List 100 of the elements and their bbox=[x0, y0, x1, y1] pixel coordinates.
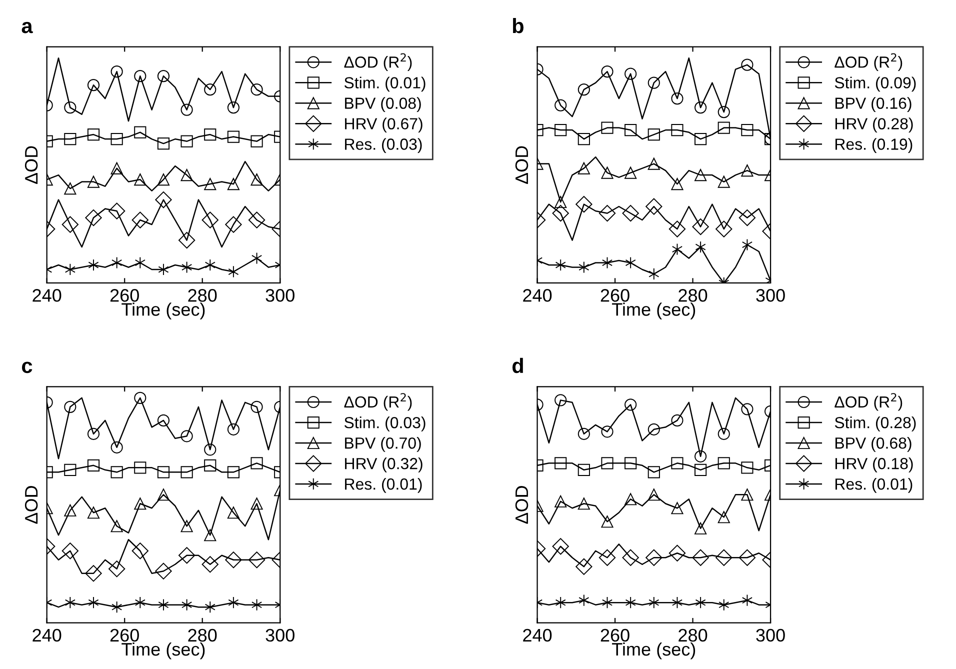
point bbox=[62, 542, 79, 560]
legend-label: Res. (0.01) bbox=[345, 478, 422, 493]
point bbox=[578, 428, 590, 440]
point bbox=[251, 252, 262, 264]
point bbox=[668, 220, 686, 238]
point bbox=[204, 601, 216, 614]
point bbox=[64, 596, 76, 609]
point bbox=[741, 462, 754, 474]
point bbox=[225, 216, 242, 233]
point bbox=[646, 198, 662, 215]
point bbox=[134, 392, 146, 404]
point bbox=[132, 542, 148, 560]
y-axis-title: ΔOD bbox=[24, 486, 38, 524]
point bbox=[134, 70, 146, 82]
point bbox=[695, 240, 706, 254]
point bbox=[552, 538, 569, 555]
point bbox=[178, 547, 196, 564]
chart-title: d bbox=[512, 358, 523, 374]
point bbox=[578, 594, 590, 606]
point bbox=[112, 601, 122, 614]
legend-label: HRV (0.32) bbox=[345, 458, 422, 472]
point bbox=[64, 464, 76, 476]
point bbox=[694, 133, 707, 146]
point bbox=[250, 457, 263, 470]
point bbox=[204, 529, 216, 542]
point bbox=[85, 565, 102, 582]
point bbox=[157, 70, 170, 82]
point bbox=[601, 457, 614, 470]
point bbox=[625, 256, 636, 269]
point bbox=[204, 444, 216, 456]
point bbox=[742, 594, 753, 606]
point bbox=[204, 128, 216, 141]
legend-label: BPV (0.16) bbox=[835, 97, 912, 112]
legend-label: Res. (0.01) bbox=[835, 478, 912, 493]
point bbox=[718, 511, 730, 524]
point bbox=[180, 135, 193, 148]
point bbox=[134, 173, 146, 186]
legend-label: ΔOD (R$^{2}$) bbox=[344, 393, 412, 411]
y-axis-title: ΔOD bbox=[515, 486, 528, 524]
legend-label: Res. (0.19) bbox=[835, 138, 912, 154]
legend-label: Stim. (0.03) bbox=[344, 416, 426, 432]
point bbox=[87, 459, 100, 472]
point bbox=[648, 466, 660, 478]
legend-label: BPV (0.08) bbox=[345, 97, 421, 112]
point bbox=[227, 102, 240, 114]
point bbox=[694, 450, 707, 462]
point bbox=[110, 520, 123, 532]
point bbox=[648, 158, 660, 170]
point bbox=[738, 209, 756, 226]
point bbox=[648, 423, 660, 436]
x-tick-label: 260 bbox=[600, 628, 630, 642]
point bbox=[87, 176, 100, 188]
legend-label: Stim. (0.09) bbox=[834, 76, 916, 92]
point bbox=[741, 403, 754, 416]
point bbox=[576, 558, 592, 575]
x-tick-label: 260 bbox=[110, 289, 139, 302]
point bbox=[64, 263, 76, 276]
point bbox=[134, 462, 146, 474]
x-tick-label: 240 bbox=[32, 628, 62, 642]
point bbox=[671, 92, 684, 105]
point bbox=[228, 596, 239, 609]
point bbox=[741, 488, 754, 501]
point bbox=[694, 102, 707, 114]
point bbox=[88, 258, 99, 272]
x-tick-label: 280 bbox=[188, 628, 217, 642]
point bbox=[250, 400, 263, 413]
point bbox=[695, 596, 706, 609]
point bbox=[554, 457, 567, 470]
point bbox=[88, 596, 99, 609]
point bbox=[87, 428, 100, 440]
point bbox=[741, 58, 754, 71]
point bbox=[646, 549, 662, 566]
point bbox=[248, 552, 266, 568]
point bbox=[718, 122, 730, 134]
x-axis-title: Time (sec) bbox=[122, 642, 205, 660]
x-tick-label: 300 bbox=[756, 628, 785, 642]
legend-label: HRV (0.18) bbox=[835, 458, 913, 472]
point bbox=[158, 598, 169, 611]
point bbox=[227, 178, 240, 190]
point bbox=[157, 414, 170, 426]
point bbox=[204, 459, 216, 472]
x-tick-label: 240 bbox=[32, 289, 62, 302]
point bbox=[87, 128, 100, 141]
point bbox=[182, 261, 192, 274]
point bbox=[671, 178, 684, 190]
point bbox=[624, 398, 637, 411]
point bbox=[228, 266, 239, 278]
point bbox=[694, 464, 707, 476]
point bbox=[602, 596, 613, 609]
point bbox=[227, 423, 240, 436]
point bbox=[134, 256, 146, 269]
legend-label: ΔOD (R$^{2}$) bbox=[834, 53, 902, 71]
point bbox=[601, 166, 614, 179]
point bbox=[578, 84, 590, 96]
point bbox=[624, 493, 637, 506]
point bbox=[157, 466, 170, 478]
point bbox=[62, 216, 79, 233]
point bbox=[180, 168, 193, 182]
point bbox=[692, 218, 709, 236]
point bbox=[108, 202, 126, 220]
